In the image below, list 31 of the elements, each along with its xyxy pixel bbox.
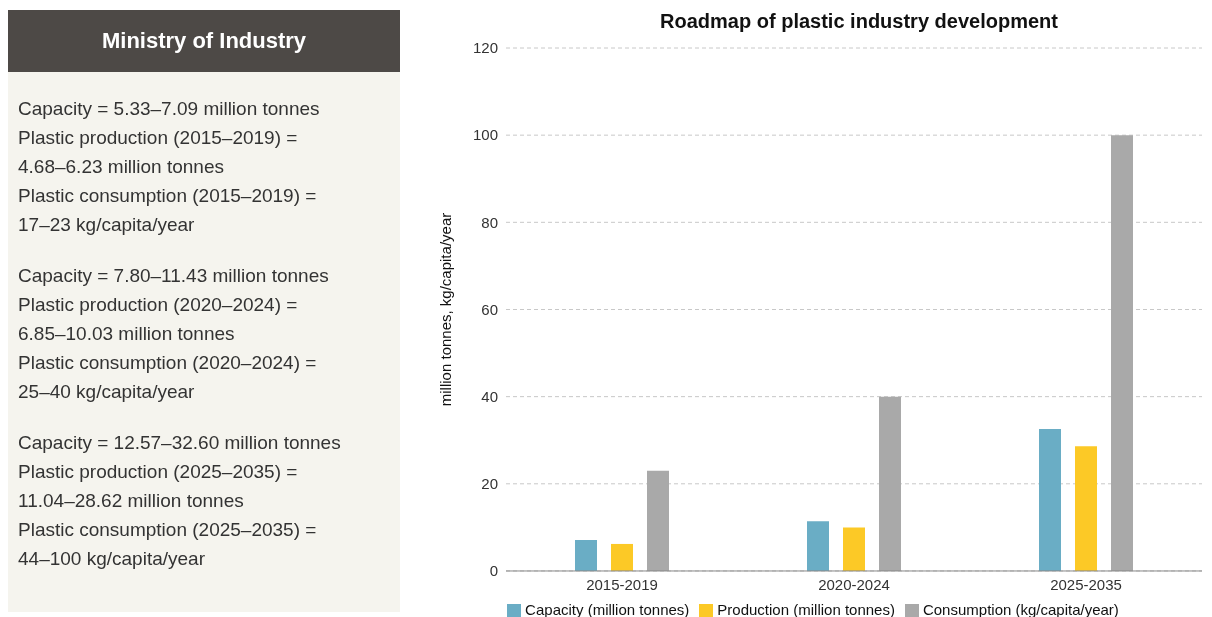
bar — [807, 521, 829, 571]
text: Plastic consumption (2015–2019) = 17–23 kg/capita/year — [18, 184, 318, 237]
text: Capacity = 5.33–7.09 million tonnes — [18, 97, 321, 121]
text: Plastic production (2025–2035) = 11.04–28.62 million tonnes — [18, 460, 299, 513]
y-tick-label: 100 — [472, 126, 498, 144]
bar — [647, 470, 669, 571]
x-tick-label: 2015-2019 — [586, 575, 658, 593]
bar — [1075, 446, 1097, 571]
y-tick-label: 0 — [489, 562, 498, 580]
x-tick-label: 2025-2035 — [1050, 575, 1122, 593]
bar — [879, 396, 901, 571]
text: Plastic production (2020–2024) = 6.85–10.03 million tonnes — [18, 293, 299, 346]
y-tick-label: 20 — [481, 475, 498, 493]
y-tick-label: 40 — [481, 387, 498, 405]
bar — [575, 540, 597, 571]
text: Capacity = 12.57–32.60 million tonnes — [18, 431, 342, 455]
y-tick-label: 80 — [481, 213, 498, 231]
text: Plastic consumption (2025–2035) = 44–100 kg/capita/year — [18, 518, 318, 571]
bar — [843, 527, 865, 571]
text: Plastic consumption (2020–2024) = 25–40 kg/capita/year — [18, 351, 318, 404]
text: Ministry of Industry — [8, 10, 400, 72]
x-tick-label: 2020-2024 — [818, 575, 890, 593]
text: Capacity = 7.80–11.43 million tonnes — [18, 264, 330, 288]
y-tick-label: 60 — [481, 300, 498, 318]
y-axis-title: million tonnes, kg/capita/year — [437, 212, 455, 407]
chart-title: Roadmap of plastic industry development — [659, 10, 1059, 33]
bar — [1111, 135, 1133, 571]
bar — [1039, 428, 1061, 571]
bar — [611, 543, 633, 571]
text: Plastic production (2015–2019) = 4.68–6.23 million tonnes — [18, 126, 299, 179]
y-tick-label: 120 — [472, 39, 498, 57]
